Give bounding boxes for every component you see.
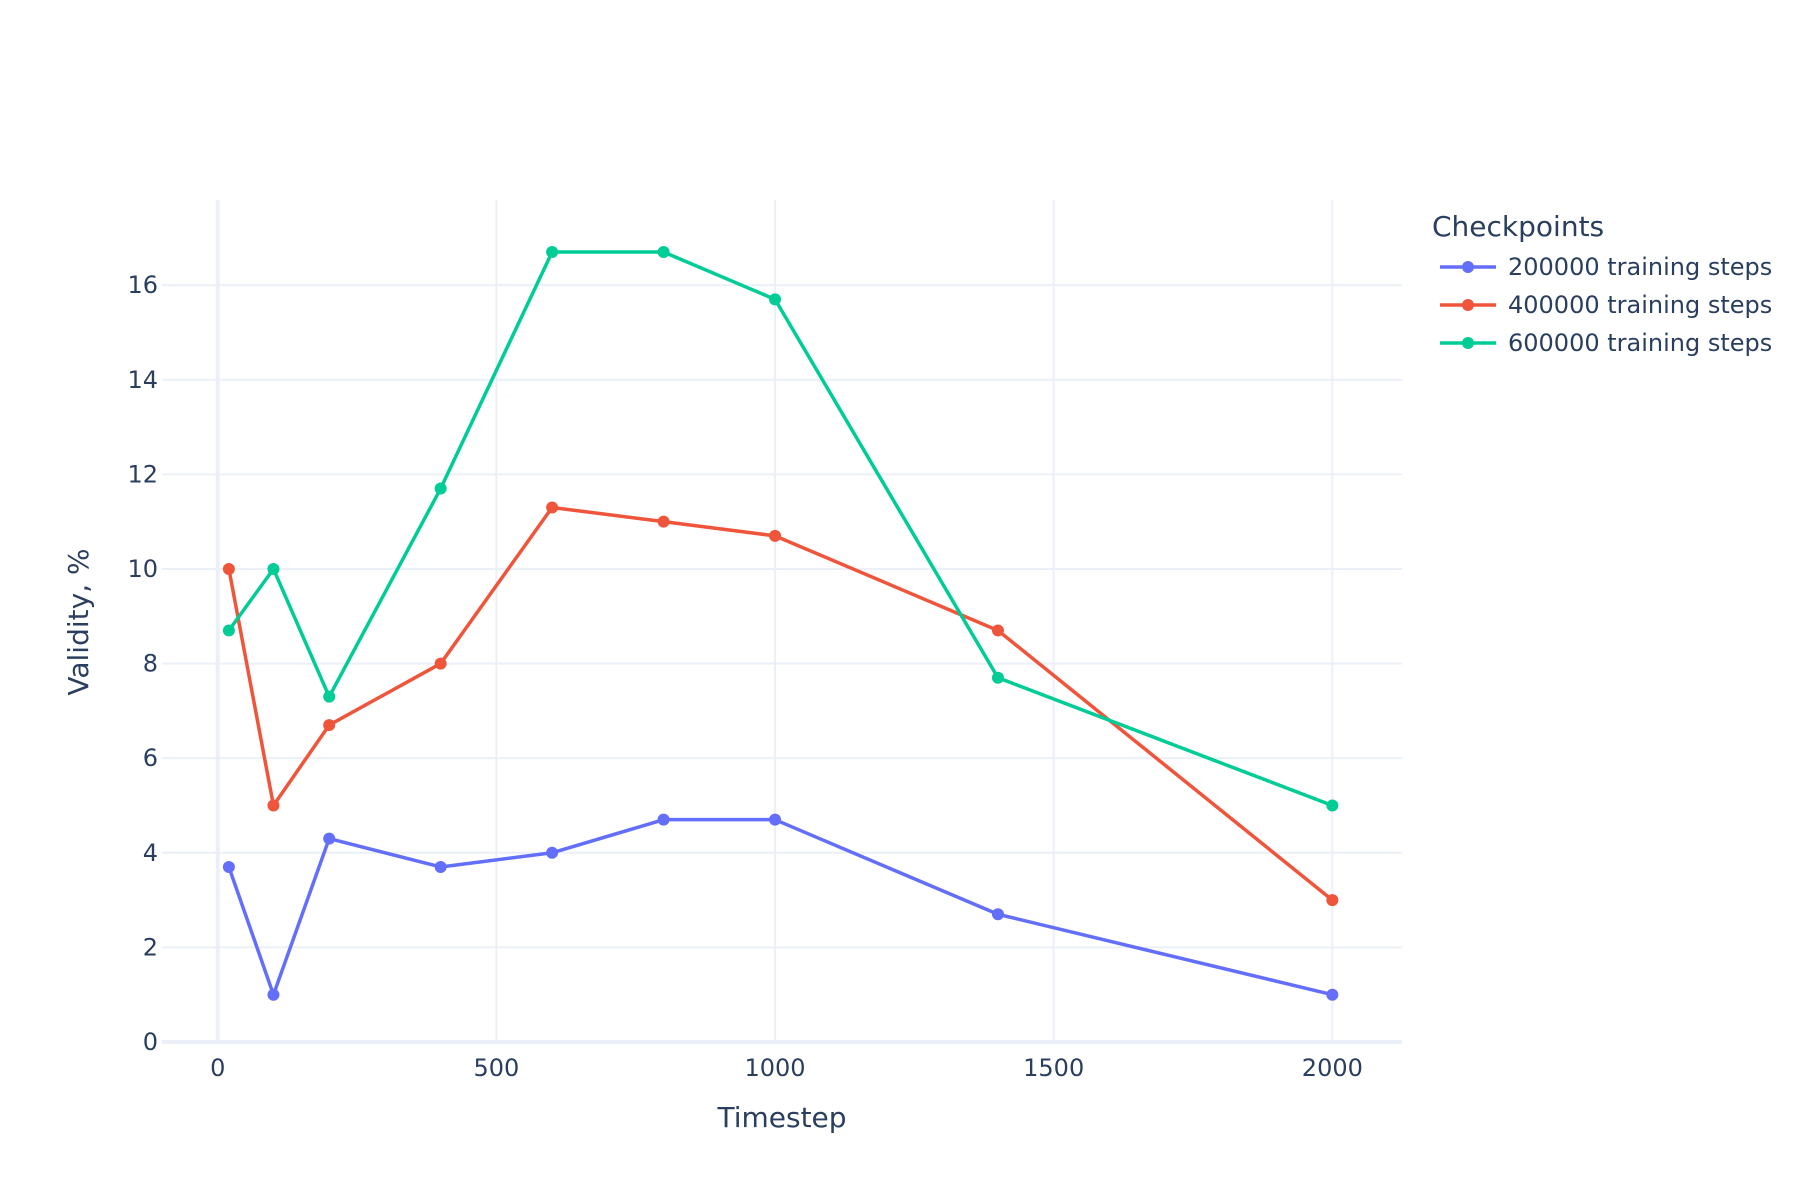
- series-line: [227, 505, 1334, 902]
- data-point: [769, 529, 782, 542]
- y-tick-label: 10: [127, 555, 158, 583]
- data-point: [657, 813, 670, 826]
- legend: Checkpoints 200000 training steps 400000 …: [1432, 210, 1772, 357]
- data-point: [769, 293, 782, 306]
- legend-label: 400000 training steps: [1508, 291, 1772, 319]
- series-3: [222, 246, 1339, 812]
- y-tick-label: 4: [143, 839, 158, 867]
- data-point: [434, 860, 447, 873]
- y-tick-label: 8: [143, 650, 158, 678]
- gridlines: [162, 200, 1402, 1042]
- y-tick-label: 0: [143, 1028, 158, 1056]
- data-point: [1326, 894, 1339, 907]
- data-point: [267, 988, 280, 1001]
- data-point: [991, 624, 1004, 637]
- data-point: [267, 799, 280, 812]
- y-tick-label: 14: [127, 366, 158, 394]
- y-tick-label: 6: [143, 744, 158, 772]
- y-tick-label: 2: [143, 933, 158, 961]
- series-1: [222, 813, 1339, 1001]
- data-point: [769, 813, 782, 826]
- legend-swatch-marker: [1462, 261, 1474, 273]
- legend-items: 200000 training steps 400000 training ste…: [1440, 253, 1772, 357]
- series-line: [227, 250, 1333, 808]
- data-point: [267, 562, 280, 575]
- legend-title: Checkpoints: [1432, 210, 1604, 243]
- x-tick-label: 500: [473, 1054, 519, 1082]
- data-point: [222, 624, 235, 637]
- data-point: [546, 846, 559, 859]
- data-point: [991, 908, 1004, 921]
- data-point: [546, 501, 559, 514]
- data-point: [222, 860, 235, 873]
- data-point: [546, 246, 559, 259]
- legend-swatch-marker: [1462, 299, 1474, 311]
- data-point: [434, 657, 447, 670]
- x-tick-label: 1000: [744, 1054, 805, 1082]
- series-line: [227, 817, 1333, 997]
- x-tick-label: 1500: [1023, 1054, 1084, 1082]
- legend-label: 200000 training steps: [1508, 253, 1772, 281]
- legend-item: 200000 training steps: [1440, 253, 1772, 281]
- data-point: [323, 832, 336, 845]
- data-point: [1326, 799, 1339, 812]
- data-point: [991, 671, 1004, 684]
- legend-item: 600000 training steps: [1440, 329, 1772, 357]
- x-axis-title: Timestep: [716, 1101, 846, 1134]
- data-point: [323, 719, 336, 732]
- x-tick-label: 2000: [1302, 1054, 1363, 1082]
- data-point: [434, 482, 447, 495]
- data-point: [657, 246, 670, 259]
- y-tick-label: 12: [127, 460, 158, 488]
- legend-swatch-marker: [1462, 337, 1474, 349]
- data-point: [657, 515, 670, 528]
- y-tick-label: 16: [127, 271, 158, 299]
- tick-labels: 0 2 4 6 8 10 12 14 16 0 500 1000 1500 2000: [127, 271, 1362, 1082]
- legend-label: 600000 training steps: [1508, 329, 1772, 357]
- data-point: [222, 562, 235, 575]
- data-point: [323, 690, 336, 703]
- axes: [162, 200, 1402, 1044]
- y-axis-title: Validity, %: [62, 548, 95, 695]
- x-tick-label: 0: [210, 1054, 225, 1082]
- series-2: [222, 501, 1339, 907]
- data-point: [1326, 988, 1339, 1001]
- series-lines: [222, 246, 1339, 1001]
- legend-item: 400000 training steps: [1440, 291, 1772, 319]
